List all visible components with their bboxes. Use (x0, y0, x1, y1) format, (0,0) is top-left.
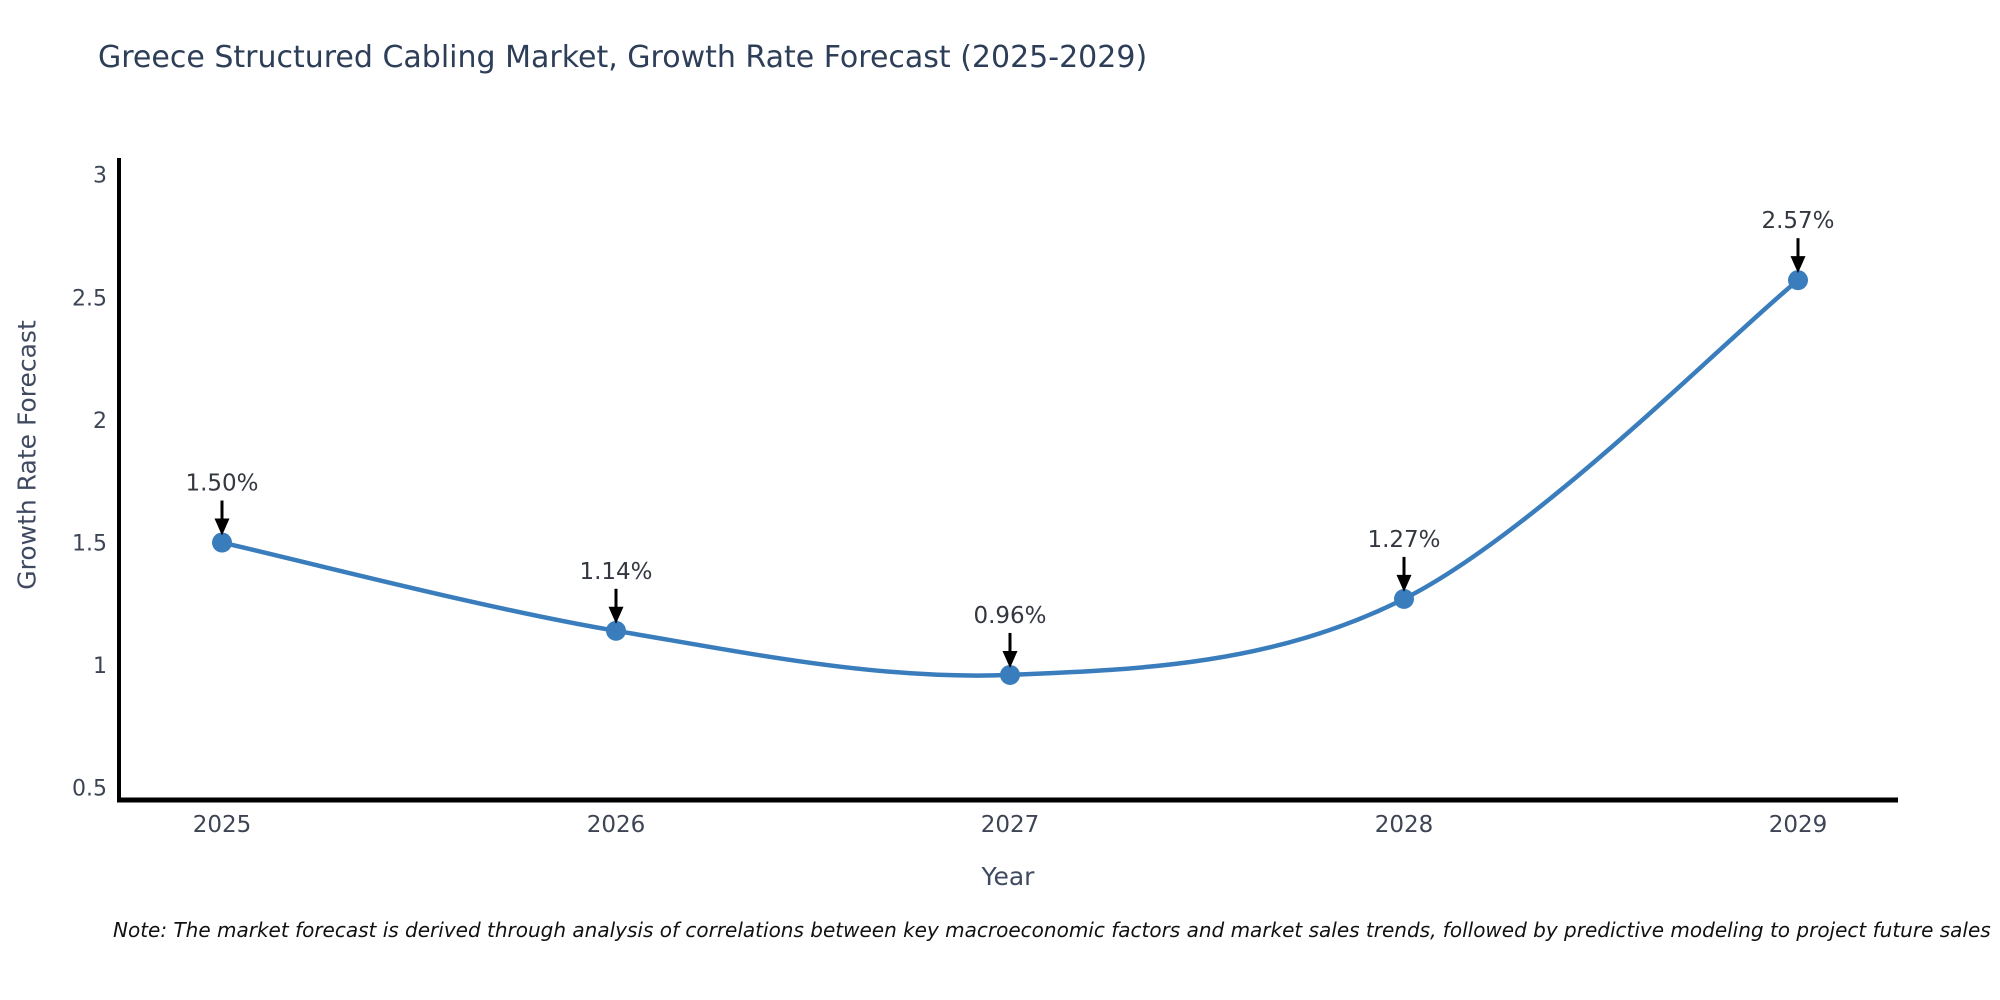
data-point-marker (606, 620, 626, 641)
point-value-label: 2.57% (1761, 208, 1834, 234)
data-point-marker (1788, 270, 1808, 291)
point-value-label: 1.27% (1367, 527, 1440, 553)
data-point-marker (1000, 664, 1020, 685)
y-tick-label: 0.5 (72, 777, 107, 802)
annotation-arrow-head (214, 518, 230, 536)
annotation-arrow-head (608, 606, 624, 624)
x-axis-title: Year (981, 862, 1035, 891)
y-tick-label: 2.5 (72, 286, 107, 311)
point-value-label: 0.96% (973, 603, 1046, 629)
y-tick-label: 1 (93, 654, 107, 679)
footnote: Note: The market forecast is derived thr… (113, 918, 1991, 942)
data-point-marker (1394, 588, 1414, 609)
data-point-marker (212, 532, 232, 553)
annotation-arrow-head (1002, 650, 1018, 668)
chart-title: Greece Structured Cabling Market, Growth… (98, 40, 1148, 75)
x-tick-label: 2028 (1375, 812, 1434, 838)
y-tick-label: 1.5 (72, 532, 107, 557)
x-tick-label: 2025 (193, 812, 252, 838)
y-tick-label: 3 (93, 164, 107, 189)
y-tick-label: 2 (93, 409, 107, 434)
x-tick-label: 2026 (587, 812, 646, 838)
x-tick-label: 2029 (1769, 812, 1828, 838)
point-value-label: 1.14% (579, 559, 652, 585)
point-value-label: 1.50% (185, 471, 258, 497)
annotation-arrow-head (1396, 574, 1412, 592)
x-tick-label: 2027 (981, 812, 1040, 838)
annotation-arrow-head (1790, 256, 1806, 274)
